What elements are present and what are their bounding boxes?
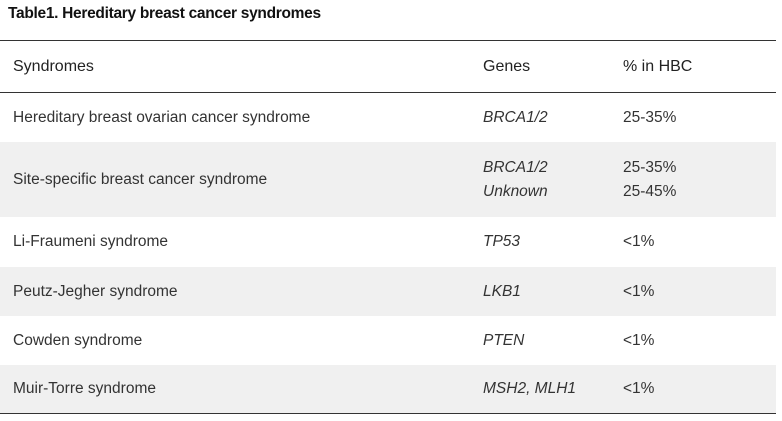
gene-line: BRCA1/2 xyxy=(483,108,548,126)
pct-line: 25-35% xyxy=(623,158,677,176)
pct-cell: 25-35% 25-45% xyxy=(623,156,776,204)
syndromes-table: Syndromes Genes % in HBC Hereditary brea… xyxy=(0,40,776,414)
genes-cell: PTEN xyxy=(470,329,623,353)
pct-line: <1% xyxy=(623,233,655,250)
table-row: Muir-Torre syndrome MSH2, MLH1 <1% xyxy=(0,365,776,413)
pct-line: 25-45% xyxy=(623,182,677,200)
genes-cell: TP53 xyxy=(470,230,623,254)
gene-line: TP53 xyxy=(483,233,521,250)
pct-cell: <1% xyxy=(623,377,776,401)
syndrome-cell: Li-Fraumeni syndrome xyxy=(13,233,169,250)
table-row: Cowden syndrome PTEN <1% xyxy=(0,316,776,365)
gene-line: PTEN xyxy=(483,331,525,349)
genes-cell: MSH2, MLH1 xyxy=(470,377,623,401)
genes-cell: BRCA1/2 xyxy=(470,106,623,130)
table-row: Hereditary breast ovarian cancer syndrom… xyxy=(0,93,776,142)
pct-cell: <1% xyxy=(623,230,776,254)
header-syndromes: Syndromes xyxy=(13,57,94,75)
pct-cell: <1% xyxy=(623,329,776,353)
gene-line: Unknown xyxy=(483,182,548,200)
pct-line: <1% xyxy=(623,331,655,349)
pct-line: 25-35% xyxy=(623,108,677,126)
syndrome-cell: Site-specific breast cancer syndrome xyxy=(13,170,268,188)
pct-cell: 25-35% xyxy=(623,106,776,130)
pct-cell: <1% xyxy=(623,280,776,304)
table-row: Peutz-Jegher syndrome LKB1 <1% xyxy=(0,267,776,316)
syndrome-cell: Peutz-Jegher syndrome xyxy=(13,282,178,300)
genes-cell: BRCA1/2 Unknown xyxy=(470,156,623,204)
syndrome-cell: Muir-Torre syndrome xyxy=(13,380,156,397)
gene-line: MSH2, MLH1 xyxy=(483,380,577,397)
pct-line: <1% xyxy=(623,380,655,397)
header-genes: Genes xyxy=(483,57,531,75)
table-row: Li-Fraumeni syndrome TP53 <1% xyxy=(0,217,776,267)
table-row: Site-specific breast cancer syndrome BRC… xyxy=(0,142,776,217)
pct-line: <1% xyxy=(623,282,655,300)
table-header-row: Syndromes Genes % in HBC xyxy=(0,41,776,93)
header-pct-in-hbc: % in HBC xyxy=(623,57,693,75)
genes-cell: LKB1 xyxy=(470,280,623,304)
syndrome-cell: Hereditary breast ovarian cancer syndrom… xyxy=(13,108,311,126)
table-caption: Table1. Hereditary breast cancer syndrom… xyxy=(8,5,321,22)
gene-line: LKB1 xyxy=(483,282,521,300)
syndrome-cell: Cowden syndrome xyxy=(13,331,143,349)
gene-line: BRCA1/2 xyxy=(483,158,548,176)
